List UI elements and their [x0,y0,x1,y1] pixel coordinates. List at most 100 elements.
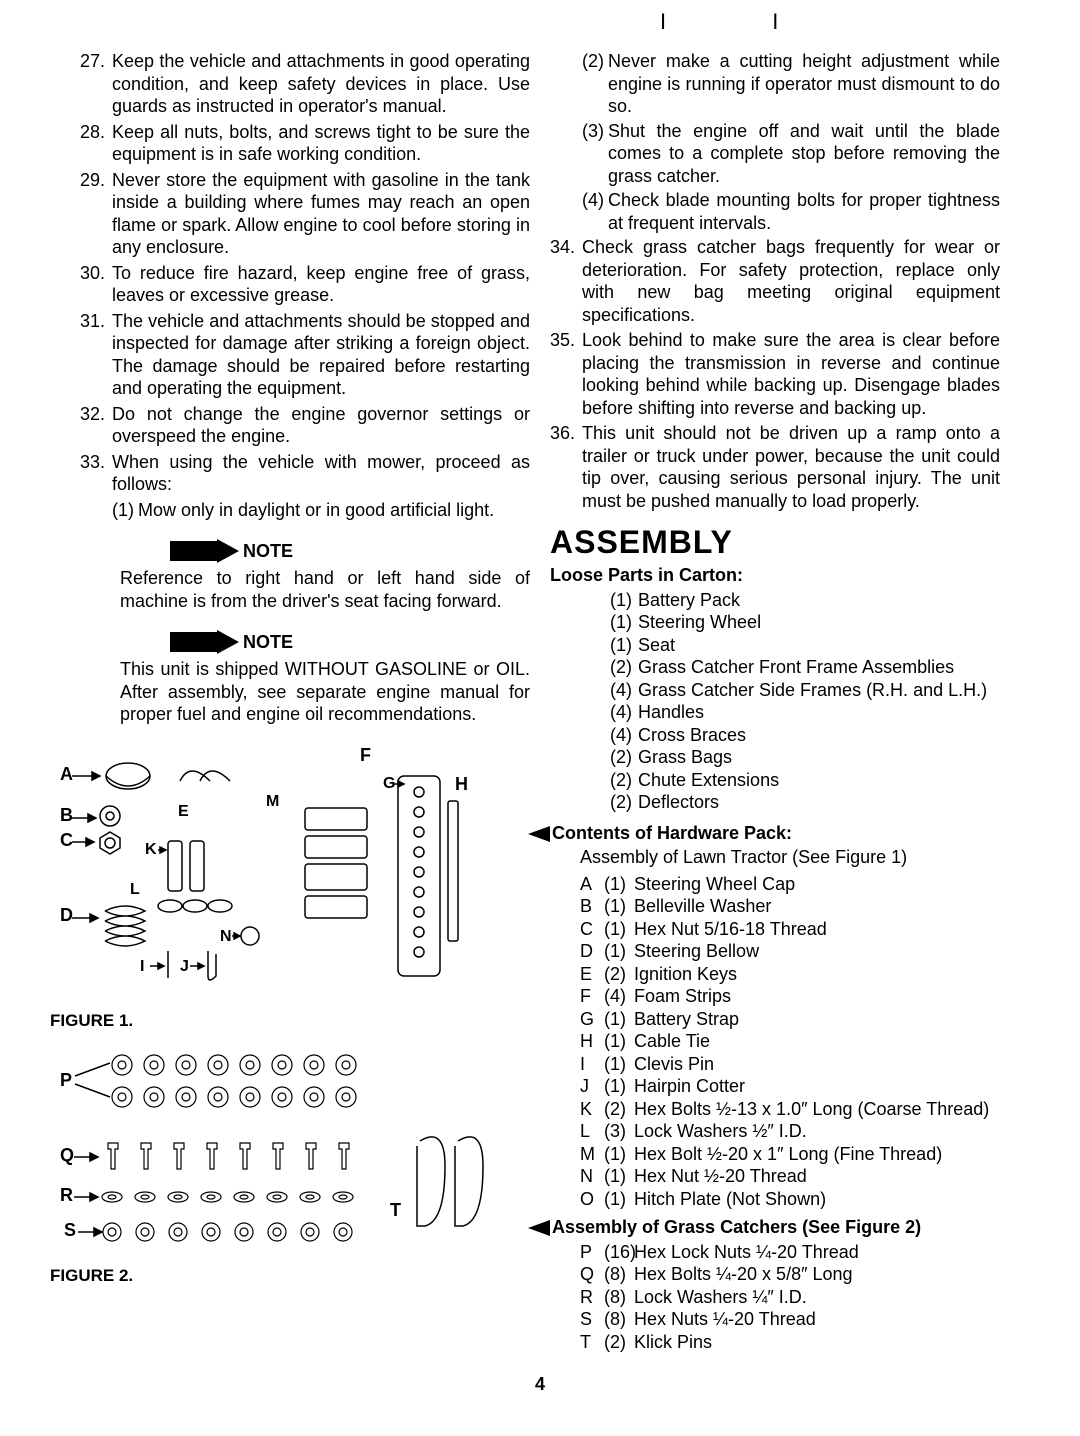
hw-desc: Steering Bellow [634,940,1000,963]
loose-qty: (1) [610,589,638,612]
hw-letter: F [580,985,604,1008]
gc-item: R(8)Lock Washers ¼″ I.D. [580,1286,1000,1309]
item-num: 27. [80,50,112,118]
hw-desc: Hex Nut ½-20 Thread [634,1165,1000,1188]
note-text: Reference to right hand or left hand sid… [120,567,530,612]
loose-text: Seat [638,634,675,657]
list-item: 35.Look behind to make sure the area is … [550,329,1000,419]
hw-qty: (1) [604,1188,634,1211]
item-num: 29. [80,169,112,259]
figure-1: A E M B C K [50,746,530,1031]
hardware-item: I(1)Clevis Pin [580,1053,1000,1076]
grass-catcher-list: P(16)Hex Lock Nuts ¼-20 ThreadQ(8)Hex Bo… [580,1241,1000,1354]
item-text: Look behind to make sure the area is cle… [582,329,1000,419]
loose-text: Battery Pack [638,589,740,612]
note-arrow-block [170,541,218,561]
sub-item: (2)Never make a cutting height adjustmen… [582,50,1000,118]
hw-desc: Belleville Washer [634,895,1000,918]
hw-qty: (1) [604,1008,634,1031]
hardware-item: N(1)Hex Nut ½-20 Thread [580,1165,1000,1188]
gc-desc: Klick Pins [634,1331,1000,1354]
item-num: 30. [80,262,112,307]
gc-letter: Q [580,1263,604,1286]
hw-qty: (1) [604,1075,634,1098]
hw-desc: Clevis Pin [634,1053,1000,1076]
hw-letter: L [580,1120,604,1143]
page-number: 4 [80,1373,1000,1396]
note-text: This unit is shipped WITHOUT GASOLINE or… [120,658,530,726]
note-arrow [217,630,239,654]
list-item: 32.Do not change the engine governor set… [80,403,530,448]
sub-num: (1) [112,499,138,522]
list-item: 36.This unit should not be driven up a r… [550,422,1000,512]
hw-letter: D [580,940,604,963]
sub-num: (3) [582,120,608,188]
loose-item: (2)Deflectors [610,791,1000,814]
sub-text: Mow only in daylight or in good artifici… [138,499,494,522]
item-num: 31. [80,310,112,400]
svg-text:N: N [220,928,232,945]
svg-text:G: G [383,775,395,792]
note-label: NOTE [243,540,293,563]
left-arrow-icon [528,1220,550,1236]
hardware-item: D(1)Steering Bellow [580,940,1000,963]
loose-qty: (2) [610,746,638,769]
hardware-item: A(1)Steering Wheel Cap [580,873,1000,896]
loose-text: Steering Wheel [638,611,761,634]
svg-text:Q: Q [60,1145,74,1165]
item-text: Check grass catcher bags frequently for … [582,236,1000,326]
item-num: 35. [550,329,582,419]
hw-qty: (1) [604,895,634,918]
svg-text:L: L [130,881,140,898]
loose-item: (2)Grass Bags [610,746,1000,769]
svg-text:K: K [145,841,157,858]
svg-text:B: B [60,805,73,825]
svg-text:S: S [64,1220,76,1240]
note-label: NOTE [243,631,293,654]
gc-desc: Lock Washers ¼″ I.D. [634,1286,1000,1309]
note-arrow [217,539,239,563]
item-num: 28. [80,121,112,166]
hardware-pack-heading: Contents of Hardware Pack: [552,822,792,845]
svg-text:H: H [455,774,468,794]
hw-qty: (1) [604,1053,634,1076]
sub-item: (3)Shut the engine off and wait until th… [582,120,1000,188]
hw-desc: Battery Strap [634,1008,1000,1031]
svg-text:T: T [390,1200,401,1220]
loose-item: (4)Handles [610,701,1000,724]
list-item: 34.Check grass catcher bags frequently f… [550,236,1000,326]
note-1: NOTE Reference to right hand or left han… [110,539,530,612]
item-text: This unit should not be driven up a ramp… [582,422,1000,512]
crop-marks: I I [660,8,828,36]
loose-item: (1)Seat [610,634,1000,657]
item-num: 34. [550,236,582,326]
hw-letter: B [580,895,604,918]
hw-letter: A [580,873,604,896]
hardware-item: B(1)Belleville Washer [580,895,1000,918]
hw-letter: M [580,1143,604,1166]
loose-text: Grass Catcher Side Frames (R.H. and L.H.… [638,679,987,702]
hardware-list: A(1)Steering Wheel CapB(1)Belleville Was… [580,873,1000,1211]
hardware-item: G(1)Battery Strap [580,1008,1000,1031]
svg-text:A: A [60,764,73,784]
grass-catcher-heading: Assembly of Grass Catchers (See Figure 2… [552,1216,921,1239]
item-text: When using the vehicle with mower, proce… [112,451,530,496]
hw-letter: G [580,1008,604,1031]
list-item: 31.The vehicle and attachments should be… [80,310,530,400]
loose-qty: (4) [610,679,638,702]
loose-qty: (4) [610,701,638,724]
figure-1-label: FIGURE 1. [50,1010,530,1031]
sub-text: Never make a cutting height adjustment w… [608,50,1000,118]
svg-text:P: P [60,1070,72,1090]
svg-text:M: M [266,793,279,810]
hw-qty: (4) [604,985,634,1008]
svg-text:D: D [60,905,73,925]
hw-qty: (1) [604,1143,634,1166]
sub-num: (4) [582,189,608,234]
hw-qty: (1) [604,918,634,941]
svg-text:J: J [180,958,189,975]
hardware-item: F(4)Foam Strips [580,985,1000,1008]
hardware-item: O(1)Hitch Plate (Not Shown) [580,1188,1000,1211]
hardware-item: E(2)Ignition Keys [580,963,1000,986]
loose-text: Handles [638,701,704,724]
